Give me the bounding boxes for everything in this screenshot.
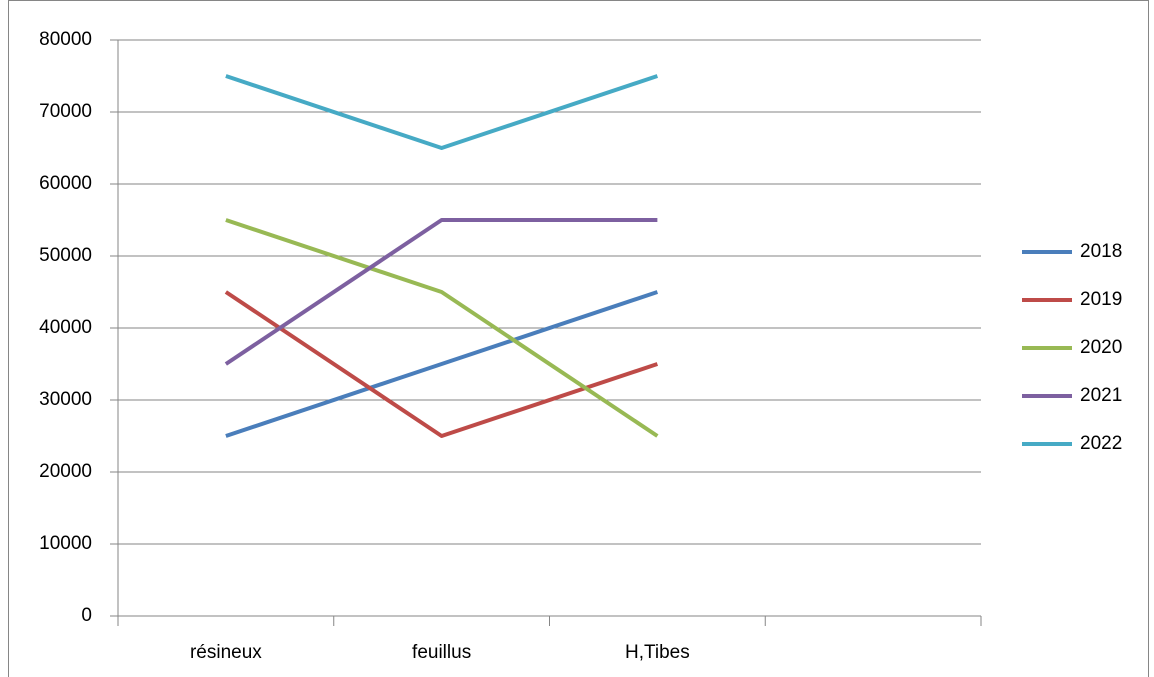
legend-label: 2018 xyxy=(1080,241,1122,262)
x-tick-label: H,Tibes xyxy=(625,642,690,663)
x-tick-label: résineux xyxy=(190,642,262,663)
series-line xyxy=(225,290,659,438)
y-tick-label: 80000 xyxy=(39,29,92,50)
y-tick-label: 30000 xyxy=(39,389,92,410)
series-line xyxy=(225,218,659,438)
chart-frame xyxy=(8,0,1149,677)
y-tick-label: 10000 xyxy=(39,533,92,554)
legend-label: 2020 xyxy=(1080,337,1122,358)
x-tick-label: feuillus xyxy=(412,642,471,663)
y-tick-label: 60000 xyxy=(39,173,92,194)
y-tick-label: 70000 xyxy=(39,101,92,122)
y-tick-label: 20000 xyxy=(39,461,92,482)
y-tick-label: 50000 xyxy=(39,245,92,266)
legend-label: 2019 xyxy=(1080,289,1122,310)
legend-label: 2021 xyxy=(1080,385,1122,406)
y-tick-label: 40000 xyxy=(39,317,92,338)
series-line xyxy=(224,218,658,366)
y-tick-label: 0 xyxy=(81,605,92,626)
series-line xyxy=(225,74,659,150)
legend-label: 2022 xyxy=(1080,433,1122,454)
